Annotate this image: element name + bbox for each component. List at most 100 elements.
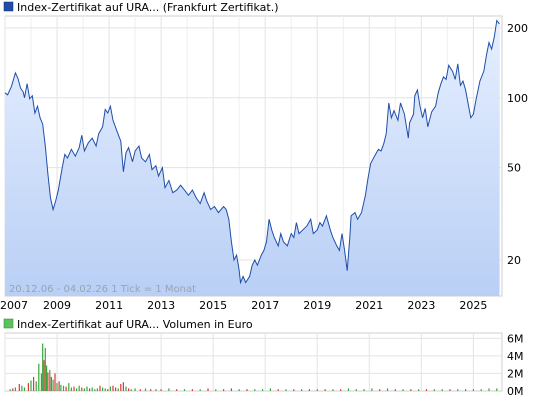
volume-bar-88 xyxy=(410,389,412,391)
price-area-fill xyxy=(5,20,500,296)
volume-bar-7 xyxy=(30,380,32,391)
volume-bar-48 xyxy=(125,386,127,391)
volume-bar-45 xyxy=(117,388,119,391)
volume-bar-19 xyxy=(52,379,54,391)
price-y-axis: 20 50 100 200 xyxy=(507,22,528,267)
volume-bar-3 xyxy=(18,384,20,391)
x-tick-2013: 2013 xyxy=(147,299,175,312)
volume-bar-85 xyxy=(386,388,389,391)
volume-bar-41 xyxy=(107,389,109,391)
volume-bar-47 xyxy=(122,382,124,391)
volume-bar-55 xyxy=(155,389,157,391)
volume-bar-77 xyxy=(324,389,326,391)
volume-bar-13 xyxy=(43,360,45,391)
volume-panel: 6M 4M 2M 0M xyxy=(4,332,524,398)
volume-bar-83 xyxy=(371,388,373,391)
volume-bar-86 xyxy=(394,389,396,391)
volume-bar-66 xyxy=(238,389,240,391)
volume-bar-37 xyxy=(96,388,98,391)
volume-y-tick-6M: 6M xyxy=(507,332,524,345)
volume-bar-95 xyxy=(465,389,467,391)
volume-bar-4 xyxy=(21,385,23,391)
volume-bar-65 xyxy=(230,388,232,391)
volume-bar-60 xyxy=(191,389,193,391)
volume-bar-74 xyxy=(301,389,303,391)
volume-bar-24 xyxy=(62,385,65,391)
volume-bar-54 xyxy=(150,389,152,391)
volume-bar-93 xyxy=(449,389,451,391)
x-tick-2025: 2025 xyxy=(459,299,487,312)
volume-bar-84 xyxy=(379,389,381,391)
x-tick-2009: 2009 xyxy=(43,299,71,312)
volume-bar-16 xyxy=(47,372,49,391)
volume-bar-27 xyxy=(70,387,72,391)
volume-bar-89 xyxy=(418,389,420,391)
volume-bar-68 xyxy=(254,389,256,391)
volume-bar-8 xyxy=(33,376,35,391)
volume-bar-42 xyxy=(109,386,111,391)
volume-y-tick-2M: 2M xyxy=(507,367,524,380)
volume-bar-32 xyxy=(83,388,85,391)
x-tick-2011: 2011 xyxy=(95,299,123,312)
volume-bar-6 xyxy=(27,383,29,391)
x-tick-2023: 2023 xyxy=(407,299,435,312)
volume-bar-23 xyxy=(60,384,62,391)
volume-bar-25 xyxy=(65,386,67,391)
volume-bar-14 xyxy=(44,347,46,391)
volume-bar-9 xyxy=(35,381,37,391)
x-tick-2019: 2019 xyxy=(303,299,331,312)
price-line xyxy=(4,19,500,285)
volume-bar-35 xyxy=(91,387,93,391)
price-legend-swatch xyxy=(3,1,14,12)
volume-bar-5 xyxy=(23,387,26,391)
volume-bar-20 xyxy=(54,373,56,391)
price-y-tick-100: 100 xyxy=(507,92,528,105)
volume-bar-94 xyxy=(457,389,459,391)
volume-bar-76 xyxy=(316,389,318,391)
price-y-tick-200: 200 xyxy=(507,22,528,35)
volume-bar-52 xyxy=(139,389,141,391)
volume-bar-33 xyxy=(86,386,88,391)
volume-bar-34 xyxy=(89,388,91,391)
price-panel: 20.12.06 - 04.02.26 1 Tick = 1 Monat 20 5… xyxy=(4,15,528,297)
volume-bar-50 xyxy=(130,389,132,391)
volume-bar-75 xyxy=(308,389,310,391)
price-y-tick-20: 20 xyxy=(507,254,521,267)
volume-bar-40 xyxy=(104,388,106,391)
volume-legend-swatch xyxy=(3,318,14,329)
volume-bar-29 xyxy=(76,388,78,391)
volume-bar-63 xyxy=(215,389,217,391)
volume-bar-44 xyxy=(115,387,117,391)
volume-bar-82 xyxy=(363,389,365,391)
volume-bar-91 xyxy=(433,389,435,391)
volume-bar-62 xyxy=(207,388,209,391)
x-tick-2015: 2015 xyxy=(199,299,227,312)
volume-bar-49 xyxy=(128,388,130,391)
date-range-info: 20.12.06 - 04.02.26 1 Tick = 1 Monat xyxy=(9,284,196,295)
x-tick-2007: 2007 xyxy=(0,299,28,312)
volume-bars xyxy=(9,343,498,391)
volume-bar-26 xyxy=(68,383,70,391)
volume-bar-1 xyxy=(12,388,14,391)
volume-bar-99 xyxy=(496,388,498,391)
volume-bar-71 xyxy=(277,389,279,391)
volume-bar-43 xyxy=(112,385,114,391)
price-y-tick-50: 50 xyxy=(507,162,521,175)
volume-bar-64 xyxy=(223,389,225,391)
volume-bar-38 xyxy=(99,385,101,391)
volume-bar-22 xyxy=(58,381,60,391)
volume-bar-46 xyxy=(120,384,122,391)
x-axis: 2007 2009 2011 2013 2015 2017 2019 2021 2023 2025 xyxy=(0,299,487,312)
volume-legend-label: Index-Zertifikat auf URA... Volumen in E… xyxy=(17,318,253,331)
volume-bar-11 xyxy=(40,373,42,391)
volume-bar-73 xyxy=(293,389,295,391)
volume-y-tick-0M: 0M xyxy=(507,385,524,398)
volume-bar-21 xyxy=(56,383,58,391)
volume-bar-0 xyxy=(9,389,11,391)
volume-bar-78 xyxy=(332,389,334,391)
volume-bar-70 xyxy=(269,388,271,391)
volume-plot-area xyxy=(4,332,503,392)
volume-bar-12 xyxy=(42,343,44,391)
x-tick-2017: 2017 xyxy=(251,299,279,312)
